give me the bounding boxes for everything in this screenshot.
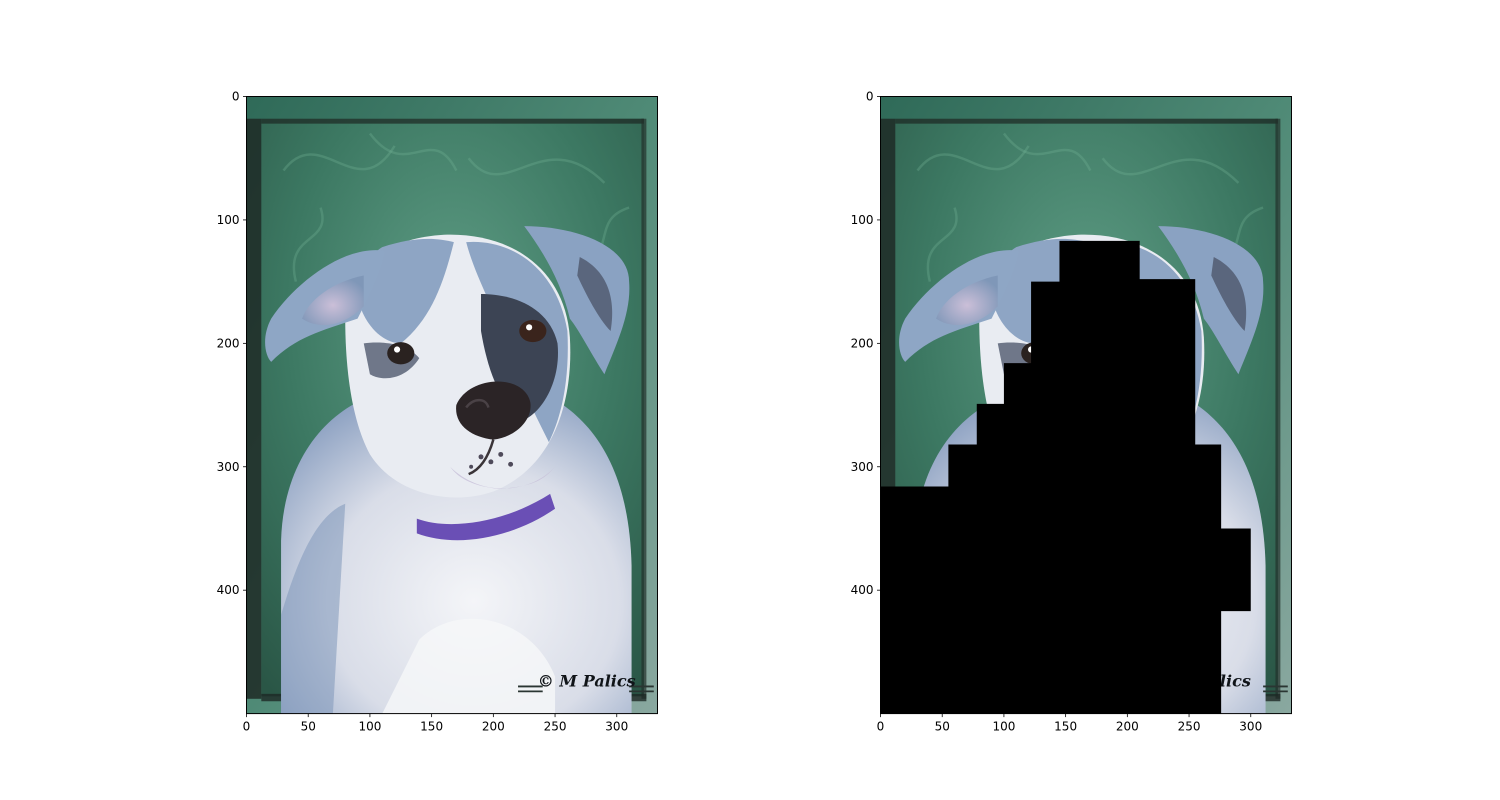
occlusion-mask [880,240,1251,714]
watermark-signature: lics [1220,671,1251,690]
axis-ticks-masked: 0 50 100 150 200 250 300 0 100 200 300 400 [851,90,1263,734]
x-tick-label: 300 [605,720,628,734]
y-tick-label: 100 [217,213,240,227]
y-tick-label: 300 [217,460,240,474]
x-tick-label: 200 [1116,720,1139,734]
axis-ticks-original: 0 50 100 150 200 250 300 0 100 200 300 400 [217,90,629,734]
y-tick-label: 200 [217,336,240,350]
watermark-signature: © M Palics [538,671,636,690]
x-tick-label: 100 [358,720,381,734]
y-tick-label: 0 [232,90,240,104]
x-tick-label: 50 [935,720,950,734]
x-tick-label: 150 [420,720,443,734]
y-tick-label: 0 [866,90,874,104]
y-tick-label: 400 [851,583,874,597]
x-tick-label: 0 [877,720,885,734]
x-tick-label: 250 [1178,720,1201,734]
y-tick-label: 300 [851,460,874,474]
image-panel-original: © M Palics [246,96,658,715]
x-tick-label: 100 [992,720,1015,734]
x-tick-label: 0 [243,720,251,734]
y-tick-label: 200 [851,336,874,350]
x-tick-label: 150 [1054,720,1077,734]
x-tick-label: 200 [482,720,505,734]
dog-photo [246,96,658,714]
image-panel-masked: lics [880,96,1292,715]
x-tick-label: 250 [544,720,567,734]
axes-frame [880,96,1292,715]
y-tick-label: 400 [217,583,240,597]
x-tick-label: 300 [1239,720,1262,734]
y-tick-label: 100 [851,213,874,227]
x-tick-label: 50 [301,720,316,734]
axes-frame [246,96,658,715]
